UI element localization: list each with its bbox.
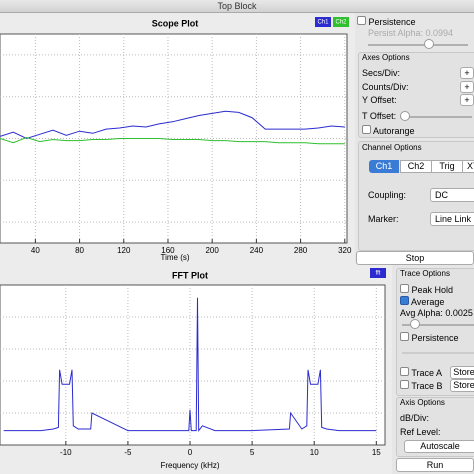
x-tick-label: 120	[117, 246, 131, 255]
plus-button[interactable]: +	[460, 67, 474, 79]
label: Coupling:	[368, 190, 407, 200]
label: Y Offset:	[362, 95, 397, 105]
alpha-slider[interactable]	[368, 44, 468, 46]
plot-title: FFT Plot	[172, 270, 208, 280]
plus-button[interactable]: +	[460, 94, 474, 106]
x-tick-label: 160	[161, 246, 175, 255]
legend-swatch	[333, 17, 349, 27]
slider-knob[interactable]	[400, 111, 410, 121]
x-tick-label: -5	[124, 448, 132, 457]
group-title: Axis Options	[400, 398, 445, 407]
trace-b-checkbox[interactable]: Trace B	[400, 380, 443, 391]
persist-alpha: Persist Alpha: 0.0994	[368, 28, 454, 38]
alpha-slider[interactable]	[402, 324, 474, 326]
average-checkbox[interactable]: Average	[400, 296, 444, 307]
store-button[interactable]: Store	[450, 379, 474, 392]
group-title: Axes Options	[362, 53, 410, 62]
label: Marker:	[368, 214, 399, 224]
persist-slider[interactable]	[402, 352, 474, 354]
label: Counts/Div:	[362, 82, 409, 92]
plot-title: Scope Plot	[152, 18, 199, 28]
autorange-checkbox[interactable]: Autorange	[362, 125, 415, 136]
x-tick-label: 80	[75, 246, 84, 255]
x-axis-label: Frequency (kHz)	[160, 461, 219, 470]
x-tick-label: 200	[205, 246, 219, 255]
window-title: Top Block	[0, 0, 474, 13]
x-tick-label: 40	[31, 246, 40, 255]
x-tick-label: -10	[60, 448, 72, 457]
t-offset-slider[interactable]	[400, 116, 472, 118]
x-axis-label: Time (s)	[160, 253, 189, 262]
marker-select[interactable]: Line Link	[430, 212, 474, 226]
x-tick-label: 320	[338, 246, 352, 255]
legend-label: Ch1	[317, 20, 329, 26]
label: Average	[411, 297, 445, 307]
tab[interactable]: Ch1	[369, 160, 399, 173]
slider-knob[interactable]	[410, 319, 420, 329]
label: Secs/Div:	[362, 68, 401, 78]
label: Peak Hold	[411, 285, 454, 295]
scope-plot: Scope Plot Time (s) 40 80 120 160 200 240 280 3…	[0, 13, 355, 264]
tab[interactable]: Trig	[431, 160, 463, 173]
peak-hold-checkbox[interactable]: Peak Hold	[400, 284, 453, 295]
label: Persistence	[368, 17, 416, 27]
label: Ref Level:	[400, 427, 441, 437]
legend-swatch	[370, 268, 386, 278]
axes-options-group	[358, 52, 474, 138]
group-title: Channel Options	[362, 143, 422, 152]
stop-button[interactable]: Stop	[356, 251, 474, 265]
group-title: Trace Options	[400, 269, 450, 278]
slider-knob[interactable]	[424, 39, 434, 49]
autoscale-button[interactable]: Autoscale	[404, 440, 474, 453]
fft-plot: FFT Plot Frequency (kHz) -10 -5 0 5 10 15 fft	[0, 265, 392, 474]
label: Trace A	[411, 368, 443, 378]
plus-button[interactable]: +	[460, 81, 474, 93]
trace-line	[3, 297, 377, 433]
label: dB/Div:	[400, 413, 430, 423]
plot-area	[0, 284, 386, 446]
legend-label: Ch2	[335, 20, 347, 26]
run-button[interactable]: Run	[396, 458, 474, 472]
trace-line	[0, 110, 345, 140]
x-tick-label: 240	[250, 246, 264, 255]
tab[interactable]: XY	[462, 160, 474, 173]
label: T Offset:	[362, 111, 397, 121]
store-button[interactable]: Store	[450, 366, 474, 379]
tab[interactable]: Ch2	[400, 160, 432, 173]
x-tick-label: 10	[310, 448, 319, 457]
persistence-checkbox[interactable]: Persistence	[400, 332, 459, 343]
trace-line	[0, 136, 345, 145]
legend-label: fft	[376, 271, 381, 277]
x-tick-label: 280	[294, 246, 308, 255]
coupling-select[interactable]: DC	[430, 188, 474, 202]
label: Persistence	[411, 333, 459, 343]
persistence-checkbox[interactable]: Persistence	[357, 16, 416, 27]
label: Autorange	[373, 126, 415, 136]
x-tick-label: 15	[372, 448, 381, 457]
trace-a-checkbox[interactable]: Trace A	[400, 367, 442, 378]
x-tick-label: 0	[188, 448, 193, 457]
avg-alpha: Avg Alpha: 0.0025	[400, 308, 473, 318]
label: Trace B	[411, 381, 443, 391]
x-tick-label: 5	[250, 448, 255, 457]
legend-swatch	[315, 17, 331, 27]
